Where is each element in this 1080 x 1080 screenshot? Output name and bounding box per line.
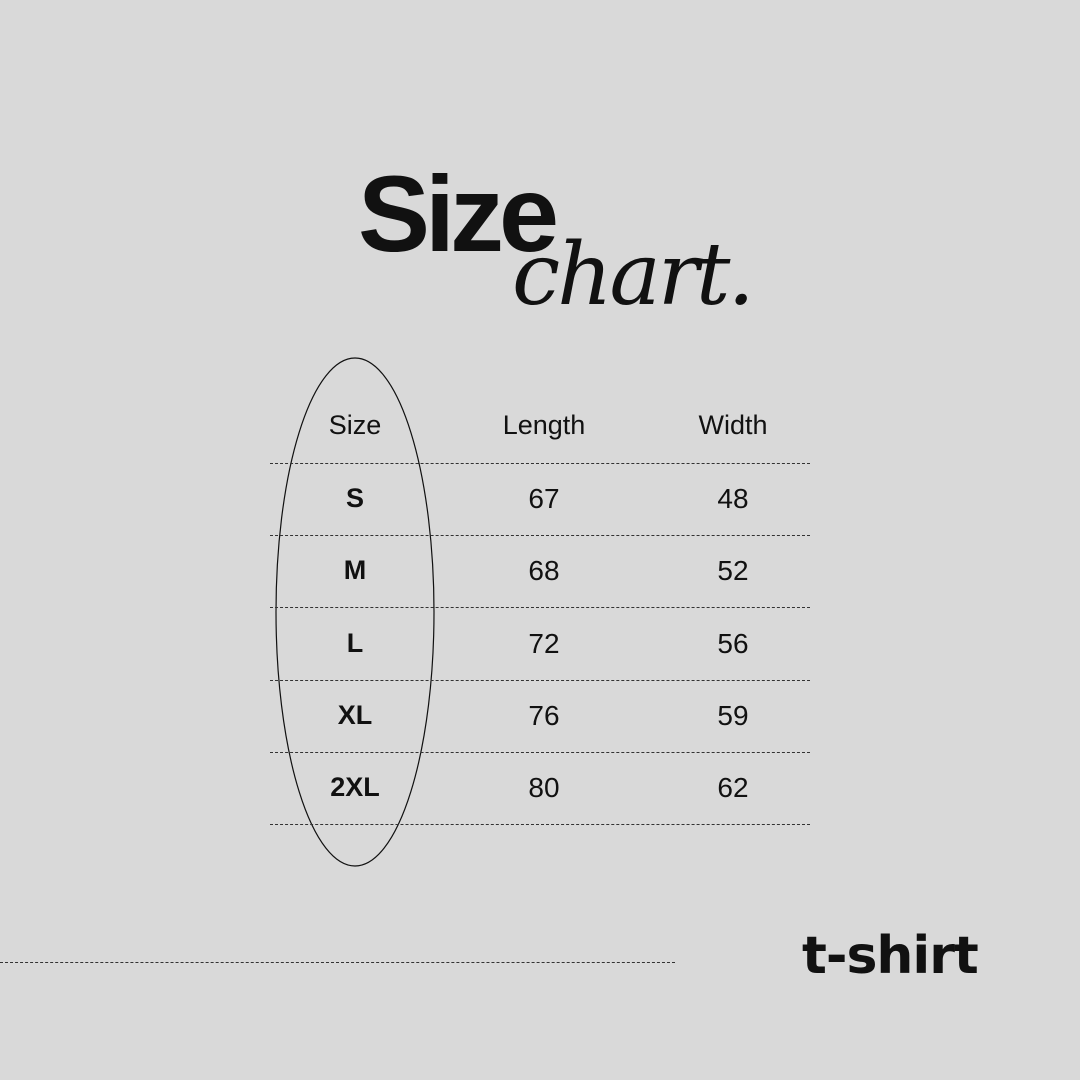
length-cell: 67	[528, 483, 560, 514]
column-header: Length	[502, 410, 586, 440]
size-cell: S	[345, 483, 364, 513]
size-cell: L	[346, 627, 364, 658]
length-cell: 72	[528, 627, 560, 659]
width-cell: 52	[717, 555, 749, 586]
product-label: t-shirt	[802, 926, 979, 986]
title-chart: chart.	[512, 225, 755, 325]
width-cell: 59	[717, 700, 749, 731]
column-header: Size	[328, 410, 382, 440]
length-cell: 76	[528, 700, 560, 731]
size-cell: M	[343, 555, 367, 585]
size-cell: XL	[337, 700, 373, 730]
row-divider	[270, 535, 810, 536]
length-cell: 80	[528, 772, 560, 803]
size-cell: 2XL	[330, 772, 380, 802]
width-cell: 48	[717, 483, 749, 514]
length-cell: 68	[528, 555, 560, 586]
width-cell: 62	[717, 772, 749, 803]
title-size: Size	[358, 153, 559, 274]
row-divider	[270, 607, 810, 608]
row-divider	[270, 752, 810, 753]
row-divider	[270, 463, 810, 464]
column-header: Width	[698, 410, 768, 440]
row-divider	[270, 680, 810, 681]
bottom-divider	[0, 962, 675, 963]
width-cell: 56	[717, 627, 749, 659]
row-divider	[270, 824, 810, 825]
